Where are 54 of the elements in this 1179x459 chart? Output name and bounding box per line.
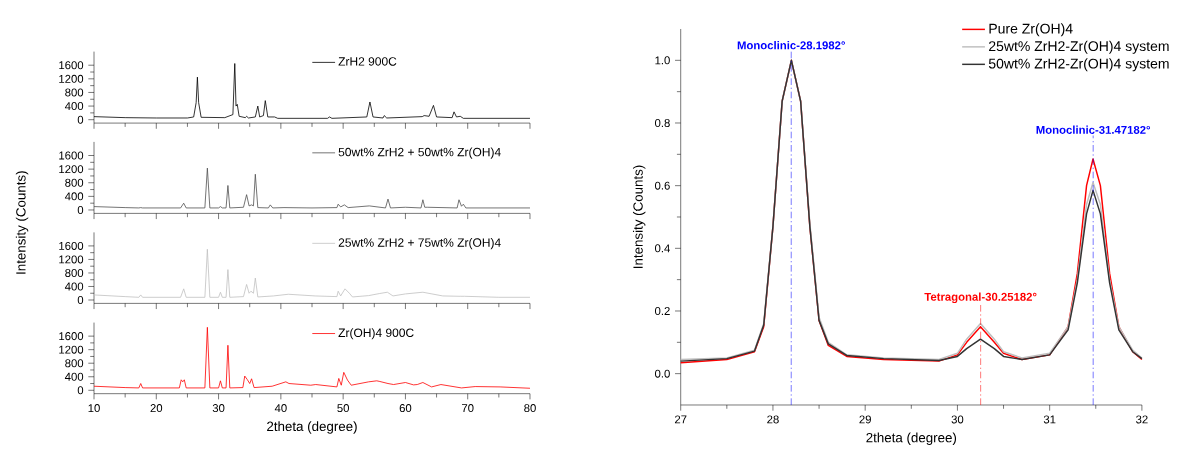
x-tick-label: 28 (767, 415, 779, 424)
annotation: Monoclinic-31.47182° (1036, 125, 1151, 134)
y-tick-label: 800 (65, 178, 84, 187)
y-tick-label: 0 (77, 296, 84, 305)
y-tick-label: 1600 (59, 332, 84, 341)
y-tick-label: 800 (65, 88, 84, 97)
y-axis-title: Intensity (Counts) (632, 165, 646, 268)
y-tick-label: 400 (64, 192, 84, 201)
x-axis-title: 2theta (degree) (866, 432, 957, 445)
x-tick-label: 30 (951, 415, 964, 424)
y-tick-label: 0.2 (654, 306, 670, 315)
y-tick-label: 0 (77, 115, 84, 124)
x-tick-label: 31 (1043, 415, 1056, 424)
y-tick-label: 0 (77, 205, 84, 214)
y-tick-label: 1200 (59, 345, 84, 354)
y-tick-label: 1200 (59, 74, 84, 83)
x-tick-label: 20 (150, 404, 163, 413)
y-tick-label: 0.8 (654, 118, 670, 127)
y-tick-label: 400 (64, 102, 84, 111)
x-tick-label: 32 (1136, 415, 1148, 424)
y-tick-label: 400 (64, 282, 84, 291)
y-tick-label: 1600 (59, 151, 84, 160)
x-tick-label: 50 (337, 404, 349, 413)
x-tick-label: 10 (88, 404, 100, 413)
y-tick-label: 0.6 (654, 181, 670, 190)
y-tick-label: 800 (65, 359, 84, 368)
x-tick-label: 29 (859, 415, 871, 424)
y-tick-label: 800 (65, 268, 84, 277)
annotation: Tetragonal-30.25182° (924, 292, 1037, 304)
annotation: Monoclinic-28.1982° (737, 41, 845, 50)
x-tick-label: 27 (674, 415, 687, 424)
y-tick-label: 1200 (59, 255, 84, 264)
legend-label: 50wt% ZrH2-Zr(OH)4 system (988, 58, 1169, 72)
legend-label: 25wt% ZrH2-Zr(OH)4 system (989, 40, 1169, 54)
y-tick-label: 1.0 (655, 56, 670, 65)
y-tick-label: 1600 (59, 241, 84, 250)
legend-label: ZrH2 900C (338, 57, 397, 66)
x-axis-title: 2theta (degree) (267, 421, 357, 434)
x-tick-label: 60 (399, 404, 412, 413)
y-tick-label: 1200 (59, 165, 84, 174)
y-tick-label: 0 (77, 386, 84, 395)
legend-label: 50wt% ZrH2 + 50wt% Zr(OH)4 (338, 147, 501, 159)
y-axis-title: Intensity (Counts) (15, 171, 29, 274)
y-tick-label: 1600 (59, 61, 84, 70)
legend-label: Zr(OH)4 900C (338, 328, 414, 340)
legend-label: Pure Zr(OH)4 (989, 23, 1073, 37)
x-tick-label: 70 (461, 404, 474, 413)
x-tick-label: 80 (524, 404, 536, 413)
x-tick-label: 40 (274, 404, 287, 413)
y-tick-label: 0.0 (654, 369, 670, 378)
legend-label: 25wt% ZrH2 + 75wt% Zr(OH)4 (338, 237, 501, 250)
y-tick-label: 0.4 (654, 244, 670, 253)
y-tick-label: 400 (64, 372, 84, 381)
x-tick-label: 30 (212, 404, 225, 413)
